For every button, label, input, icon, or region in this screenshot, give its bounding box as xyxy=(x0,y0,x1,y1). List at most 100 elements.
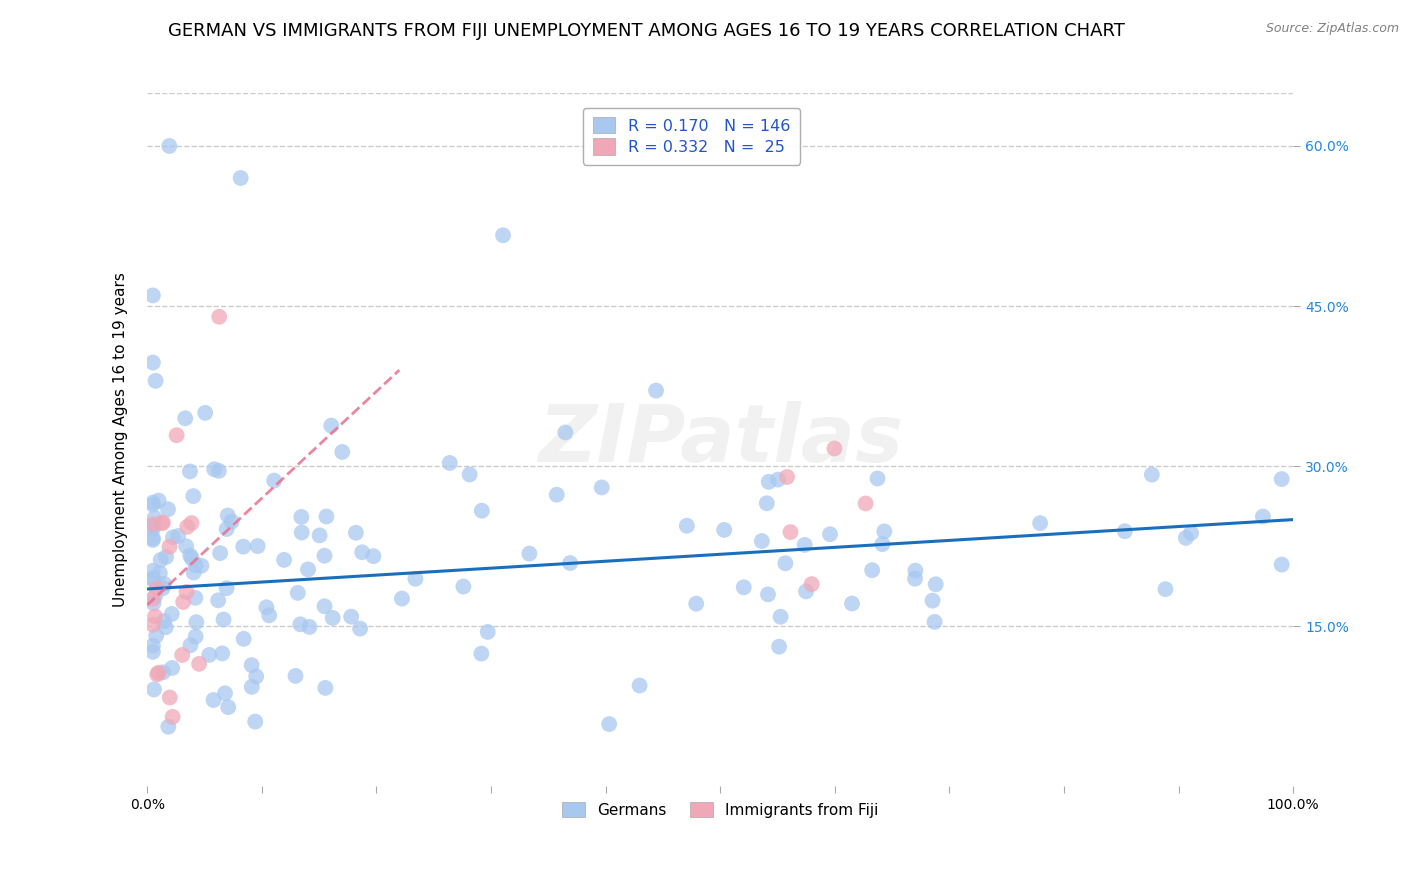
Point xyxy=(208,464,231,478)
Point xyxy=(558,556,581,570)
Legend: Germans, Immigrants from Fiji: Germans, Immigrants from Fiji xyxy=(555,796,884,824)
Point xyxy=(598,717,620,731)
Point xyxy=(148,665,170,680)
Point xyxy=(904,564,927,578)
Point xyxy=(1114,524,1136,539)
Point xyxy=(768,640,790,654)
Point xyxy=(202,462,225,476)
Point xyxy=(207,593,229,607)
Point xyxy=(349,622,371,636)
Point xyxy=(208,310,231,324)
Point xyxy=(160,607,183,621)
Point xyxy=(160,661,183,675)
Point xyxy=(254,600,277,615)
Point xyxy=(733,580,755,594)
Point xyxy=(142,564,165,578)
Point xyxy=(232,540,254,554)
Point xyxy=(232,632,254,646)
Point xyxy=(290,617,312,632)
Point xyxy=(779,525,801,540)
Point xyxy=(240,658,263,673)
Point xyxy=(142,645,165,659)
Point xyxy=(174,539,197,553)
Point xyxy=(167,529,190,543)
Text: GERMAN VS IMMIGRANTS FROM FIJI UNEMPLOYMENT AMONG AGES 16 TO 19 YEARS CORRELATIO: GERMAN VS IMMIGRANTS FROM FIJI UNEMPLOYM… xyxy=(169,22,1125,40)
Point xyxy=(152,516,174,530)
Point xyxy=(1140,467,1163,482)
Point xyxy=(157,139,180,153)
Point xyxy=(145,582,167,596)
Point xyxy=(872,537,894,551)
Point xyxy=(217,508,239,523)
Point xyxy=(866,471,889,485)
Point xyxy=(925,577,948,591)
Point xyxy=(176,520,198,534)
Point xyxy=(818,527,841,541)
Point xyxy=(1174,531,1197,545)
Point xyxy=(458,467,481,482)
Point xyxy=(159,690,181,705)
Point xyxy=(645,384,668,398)
Point xyxy=(477,624,499,639)
Point xyxy=(142,519,165,533)
Point xyxy=(352,545,374,559)
Point xyxy=(180,551,202,566)
Point xyxy=(184,630,207,644)
Point xyxy=(215,522,238,536)
Point xyxy=(142,355,165,369)
Point xyxy=(404,572,426,586)
Point xyxy=(291,525,314,540)
Point xyxy=(143,682,166,697)
Point xyxy=(176,585,198,599)
Point xyxy=(179,549,201,563)
Point xyxy=(314,549,336,563)
Point xyxy=(166,428,188,442)
Point xyxy=(179,638,201,652)
Point xyxy=(143,609,166,624)
Point xyxy=(215,581,238,595)
Point xyxy=(148,493,170,508)
Point xyxy=(149,566,172,580)
Point xyxy=(209,546,232,560)
Point xyxy=(776,470,799,484)
Point xyxy=(290,510,312,524)
Point xyxy=(221,515,243,529)
Point xyxy=(183,489,205,503)
Point xyxy=(775,556,797,570)
Point xyxy=(308,528,330,542)
Point xyxy=(298,620,321,634)
Point xyxy=(179,465,201,479)
Point xyxy=(713,523,735,537)
Point xyxy=(756,587,779,601)
Point xyxy=(340,609,363,624)
Point xyxy=(142,498,165,512)
Point xyxy=(142,573,165,587)
Point xyxy=(212,613,235,627)
Point xyxy=(314,599,336,614)
Point xyxy=(174,411,197,425)
Point xyxy=(142,522,165,536)
Text: Source: ZipAtlas.com: Source: ZipAtlas.com xyxy=(1265,22,1399,36)
Point xyxy=(143,511,166,525)
Point xyxy=(855,496,877,510)
Point xyxy=(860,563,883,577)
Point xyxy=(172,595,194,609)
Point xyxy=(685,597,707,611)
Point xyxy=(156,502,179,516)
Point xyxy=(921,593,943,607)
Point xyxy=(142,531,165,545)
Point xyxy=(142,617,165,632)
Point xyxy=(1180,526,1202,541)
Point xyxy=(257,608,280,623)
Point xyxy=(142,596,165,610)
Point xyxy=(1154,582,1177,596)
Point xyxy=(245,714,267,729)
Point xyxy=(162,530,184,544)
Point xyxy=(146,667,169,681)
Point xyxy=(758,475,780,489)
Point xyxy=(591,480,613,494)
Point xyxy=(904,572,927,586)
Point xyxy=(546,488,568,502)
Point xyxy=(314,681,336,695)
Point xyxy=(1251,509,1274,524)
